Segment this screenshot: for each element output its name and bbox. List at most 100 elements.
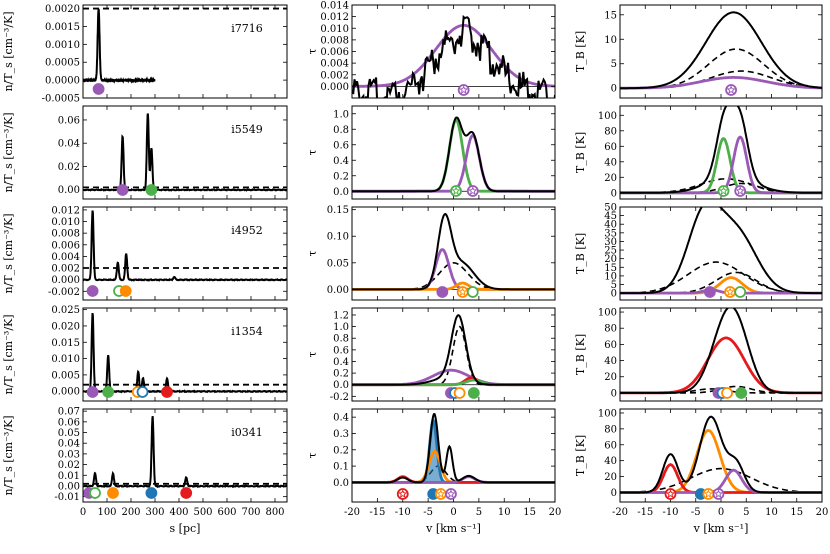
x-tick-label: 200: [121, 507, 140, 518]
y-tick-label: 60: [604, 142, 617, 153]
panel-i7716-right: 0 5 10 15 T_B [K]: [574, 4, 823, 99]
y-tick-label: 0.01: [58, 471, 80, 482]
marker-star-orange: [436, 489, 446, 498]
marker-star-purple: [726, 85, 736, 94]
marker-star-purple: [735, 186, 745, 195]
y-tick-label: 0.07: [58, 407, 80, 418]
marker-purple: [712, 488, 725, 500]
panel-i4952-left: -0.0020.0000.0020.0040.0060.0080.0100.01…: [2, 205, 288, 301]
plot-area: [352, 116, 555, 193]
y-tick-label: 0.010: [51, 354, 80, 365]
panel-i1354-left: 0.000 0.005 0.010 0.015 0.020 0.025 n/T_s [cm⁻…: [2, 305, 288, 402]
y-tick-label: 0.4: [333, 413, 349, 424]
sightline-name: i0341: [231, 426, 263, 439]
panel-frame: [619, 4, 823, 99]
marker-star-purple: [459, 85, 469, 94]
y-tick-label: 0.014: [320, 1, 349, 12]
marker-green: [717, 185, 730, 197]
x-tick-label: 700: [241, 507, 260, 518]
plot-area: [620, 415, 822, 494]
y-tick-label: 0.0010: [45, 40, 80, 51]
y-tick-label: 10: [604, 271, 617, 282]
y-tick-label: 0.15: [327, 205, 349, 216]
x-tick-label: 5: [476, 507, 482, 518]
y-axis-label: τ: [306, 48, 319, 54]
marker-orange: [721, 387, 733, 399]
marker-star-green: [718, 186, 729, 195]
y-tick-label: 80: [604, 324, 617, 335]
plot-area: [620, 308, 822, 395]
total-profile: [352, 413, 555, 484]
y-tick-label: 10: [604, 35, 617, 46]
marker-star-purple: [468, 186, 478, 195]
panel-i1354-middle: -0.20.00.20.40.60.81.01.2 τ: [306, 307, 556, 403]
marker-star-purple: [446, 489, 456, 498]
y-tick-label: 0.002: [320, 70, 349, 81]
density-profile: [83, 210, 287, 282]
plot-area: [352, 212, 555, 291]
panel-i1354-right: 0 20 40 60 80 100 T_B [K]: [574, 307, 823, 402]
y-tick-label: 0.006: [320, 47, 349, 58]
y-tick-label: 0.0: [333, 380, 349, 391]
marker-purple: [725, 84, 737, 96]
y-tick-label: 25: [604, 246, 617, 257]
y-tick-label: 20: [604, 254, 617, 265]
panel-frame: [619, 408, 823, 503]
y-tick-label: 0.04: [58, 439, 80, 450]
x-tick-label: -20: [612, 507, 628, 518]
panel-i0341-middle: 0.0 0.1 0.2 0.3 0.4 -20 -15 -10 -5 0 5 10 15 20 τ: [306, 408, 561, 518]
y-tick-label: -0.01: [54, 492, 80, 503]
panel-frame: [351, 206, 556, 301]
x-tick-label: -10: [395, 507, 411, 518]
y-tick-label: 100: [598, 408, 617, 419]
y-tick-label: 0.0: [333, 187, 349, 198]
marker-green: [145, 184, 158, 196]
y-tick-label: 0.002: [51, 264, 80, 275]
marker-purple: [466, 185, 479, 197]
y-tick-label: 0.010: [51, 217, 80, 228]
y-tick-label: 0.0: [333, 478, 349, 489]
panel-i0341-right: 0 20 40 60 80 100 -20 -15 -10 -5 0 5 10 15 20 T_B [K]: [574, 408, 828, 518]
panel-i5549-middle: 0.0 0.2 0.4 0.6 0.8 1.0 τ: [306, 105, 556, 200]
plot-area: [83, 7, 287, 84]
panel-i7716-middle: 0.0000.0020.0040.0060.0080.0100.0120.014…: [306, 1, 556, 99]
sightline-name: i4952: [231, 224, 263, 237]
y-tick-label: 0.006: [51, 240, 80, 251]
marker-purple: [92, 83, 105, 95]
y-tick-label: 0.04: [58, 139, 80, 150]
y-tick-label: 1.2: [333, 310, 349, 321]
x-tick-label: 20: [816, 507, 829, 518]
component-purple: [352, 248, 555, 291]
y-tick-label: 0.000: [51, 275, 80, 286]
marker-green: [735, 387, 748, 399]
y-tick-label: 20: [604, 472, 617, 483]
y-tick-label: 40: [604, 356, 617, 367]
dashed-component: [352, 325, 555, 386]
y-tick-label: 0: [611, 188, 617, 199]
y-tick-label: 0.6: [333, 345, 349, 356]
y-tick-label: 0.10: [327, 232, 349, 243]
panel-i5549-right: 0 20 40 60 80 100 T_B [K]: [574, 105, 823, 200]
density-profile: [83, 8, 156, 84]
y-tick-label: 0.0015: [45, 22, 80, 33]
y-axis-label: T_B [K]: [574, 132, 587, 173]
y-tick-label: 0.004: [51, 252, 80, 263]
panel-frame: [82, 4, 288, 99]
y-axis-label: n/T_s [cm⁻³/K]: [2, 11, 15, 91]
component-green: [620, 137, 822, 195]
y-tick-label: 0.02: [58, 460, 80, 471]
y-tick-label: 0.2: [333, 171, 349, 182]
total-profile: [352, 116, 555, 193]
x-tick-label: 800: [265, 507, 284, 518]
marker-blue: [136, 386, 149, 398]
y-axis-label: τ: [306, 250, 319, 256]
panel-frame: [82, 105, 288, 200]
x-tick-label: 5: [743, 507, 749, 518]
y-tick-label: 0: [611, 289, 617, 300]
plot-area: [83, 416, 287, 489]
y-tick-label: 0.008: [320, 35, 349, 46]
y-tick-label: 0.010: [320, 24, 349, 35]
marker-star-red: [665, 489, 676, 498]
